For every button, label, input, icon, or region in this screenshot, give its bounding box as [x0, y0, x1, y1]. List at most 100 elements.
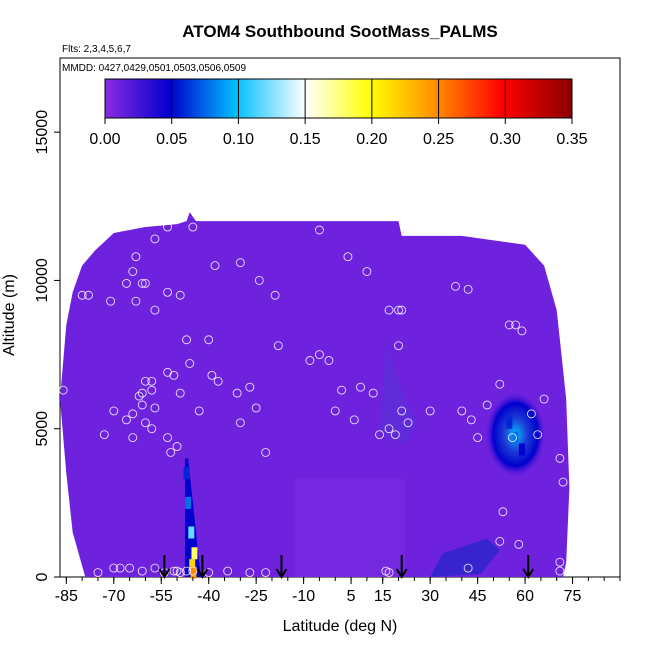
sample-point — [58, 385, 68, 395]
sample-point — [125, 563, 135, 573]
sample-point — [131, 252, 141, 262]
sample-point — [558, 477, 568, 487]
sample-point — [397, 406, 407, 416]
sample-point — [314, 350, 324, 360]
y-tick-label: 0 — [34, 572, 51, 581]
x-tick-label: -40 — [197, 588, 220, 605]
low-tropo-patch — [294, 479, 405, 577]
sample-point — [384, 568, 394, 578]
colorbar-tick-label: 0.00 — [89, 131, 120, 148]
sample-point — [163, 433, 173, 443]
x-tick-label: -70 — [102, 588, 125, 605]
sample-point — [507, 433, 517, 443]
x-tick-label: -85 — [55, 588, 78, 605]
x-tick-label: 60 — [516, 588, 534, 605]
x-tick-label: 5 — [347, 588, 356, 605]
flight-arrow-head — [158, 568, 171, 579]
sample-point — [463, 563, 473, 573]
sample-point — [526, 409, 536, 419]
flights-label: Flts: 2,3,4,5,6,7 — [62, 44, 131, 55]
sample-point — [235, 418, 245, 428]
sample-point — [93, 568, 103, 578]
sample-point — [166, 447, 176, 457]
sample-point — [270, 290, 280, 300]
sample-point — [384, 305, 394, 315]
sample-point — [254, 275, 264, 285]
sample-point — [150, 305, 160, 315]
sample-point — [147, 424, 157, 434]
sample-point — [134, 391, 144, 401]
sample-point — [463, 284, 473, 294]
plume-cell-6 — [512, 431, 519, 444]
sample-point — [305, 356, 315, 365]
sample-point — [147, 376, 157, 386]
y-axis: 0 5000 10000 15000 — [34, 110, 60, 581]
sample-point — [457, 406, 467, 416]
sample-point — [390, 430, 400, 440]
sample-point — [84, 290, 93, 300]
x-axis: -85 -70 -55 -40 -25 -10 5 15 30 45 60 75 — [55, 577, 621, 605]
sample-point — [495, 379, 505, 389]
sample-point — [77, 290, 87, 300]
sample-point — [482, 400, 492, 410]
colorbar-tick-label: 0.10 — [223, 131, 254, 148]
sample-point — [121, 415, 131, 425]
colorbar-ticks: 0.00 0.05 0.10 0.15 0.20 0.25 0.30 0.35 — [89, 79, 588, 148]
sample-point — [109, 563, 119, 573]
sample-point — [375, 430, 384, 440]
curtain-layer — [60, 212, 570, 577]
sample-point — [555, 566, 565, 576]
x-tick-label: 30 — [421, 588, 439, 605]
sample-point — [140, 376, 150, 386]
sample-point — [182, 335, 192, 345]
sample-point — [314, 225, 324, 235]
sample-point — [245, 568, 255, 578]
sample-point — [495, 536, 505, 546]
sample-point — [106, 296, 116, 306]
plume-cell-2 — [190, 566, 197, 579]
sample-point — [349, 415, 359, 425]
plume-cell-1 — [189, 559, 196, 572]
sample-point — [169, 566, 179, 576]
sample-point — [137, 566, 147, 576]
sample-point — [182, 566, 192, 576]
flight-arrow-head — [275, 568, 288, 579]
plume-cell-0 — [188, 526, 195, 539]
sample-point — [109, 406, 119, 416]
sample-points-layer — [58, 222, 568, 578]
sample-point — [555, 453, 565, 463]
sample-point — [473, 433, 483, 443]
sample-point — [188, 566, 198, 576]
sample-point — [128, 409, 138, 419]
sample-point — [163, 367, 173, 377]
sample-point — [245, 382, 255, 392]
sample-point — [128, 433, 138, 443]
sample-point — [172, 442, 182, 451]
sample-point — [384, 424, 394, 434]
sample-point — [68, 563, 78, 573]
colorbar: 0.00 0.05 0.10 0.15 0.20 0.25 0.30 0.35 — [89, 78, 588, 148]
sample-point — [235, 258, 245, 268]
sample-point — [400, 222, 410, 232]
plume-cell-7 — [506, 416, 513, 429]
sample-point — [172, 566, 182, 576]
x-tick-label: -10 — [292, 588, 315, 605]
sample-point — [533, 430, 543, 440]
chart-title: ATOM4 Southbound SootMass_PALMS — [182, 22, 497, 41]
sample-point — [140, 418, 150, 428]
sample-point — [150, 234, 160, 244]
colorbar-tick-label: 0.30 — [490, 131, 521, 148]
sample-point — [517, 326, 527, 336]
sample-point — [394, 305, 403, 315]
sample-point — [121, 278, 131, 288]
boundary-layer-patch — [430, 538, 500, 577]
sample-point — [175, 290, 185, 300]
colorbar-tick-label: 0.05 — [156, 131, 187, 148]
sample-point — [261, 447, 271, 457]
sample-point — [128, 267, 138, 276]
sample-point — [533, 231, 543, 241]
sample-point — [163, 287, 173, 297]
sample-point — [466, 415, 476, 425]
y-tick-label: 5000 — [34, 411, 51, 447]
x-tick-label: 75 — [564, 588, 582, 605]
